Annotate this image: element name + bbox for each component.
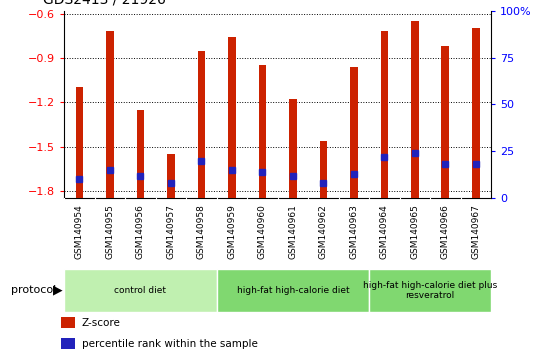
Text: GSM140961: GSM140961 <box>288 204 297 259</box>
Bar <box>228 37 235 198</box>
Bar <box>320 141 327 198</box>
Text: control diet: control diet <box>114 286 166 295</box>
Bar <box>61 317 75 328</box>
Text: GSM140959: GSM140959 <box>227 204 237 259</box>
Text: GSM140964: GSM140964 <box>380 204 389 259</box>
Text: GSM140967: GSM140967 <box>472 204 480 259</box>
Bar <box>411 21 418 198</box>
Bar <box>75 87 83 198</box>
Text: GSM140960: GSM140960 <box>258 204 267 259</box>
Bar <box>381 31 388 198</box>
Bar <box>441 46 449 198</box>
Text: GSM140956: GSM140956 <box>136 204 145 259</box>
Text: GDS2413 / 21926: GDS2413 / 21926 <box>43 0 166 7</box>
Text: GSM140965: GSM140965 <box>410 204 419 259</box>
Text: ▶: ▶ <box>53 284 62 297</box>
Text: Z-score: Z-score <box>82 318 121 327</box>
Text: GSM140954: GSM140954 <box>75 204 84 259</box>
Text: percentile rank within the sample: percentile rank within the sample <box>82 339 258 349</box>
Text: GSM140958: GSM140958 <box>197 204 206 259</box>
Bar <box>167 154 175 198</box>
Bar <box>61 338 75 349</box>
Text: GSM140963: GSM140963 <box>349 204 358 259</box>
Bar <box>289 99 297 198</box>
Bar <box>350 67 358 198</box>
Text: GSM140966: GSM140966 <box>441 204 450 259</box>
Bar <box>258 65 266 198</box>
Text: high-fat high-calorie diet: high-fat high-calorie diet <box>237 286 349 295</box>
Text: high-fat high-calorie diet plus
resveratrol: high-fat high-calorie diet plus resverat… <box>363 281 497 300</box>
Text: GSM140957: GSM140957 <box>166 204 175 259</box>
Bar <box>217 269 369 312</box>
Text: GSM140955: GSM140955 <box>105 204 114 259</box>
Bar <box>137 110 144 198</box>
Bar <box>64 269 217 312</box>
Bar <box>369 269 491 312</box>
Bar <box>198 51 205 198</box>
Bar <box>472 28 480 198</box>
Text: protocol: protocol <box>11 285 56 295</box>
Bar <box>106 31 114 198</box>
Text: GSM140962: GSM140962 <box>319 204 328 259</box>
